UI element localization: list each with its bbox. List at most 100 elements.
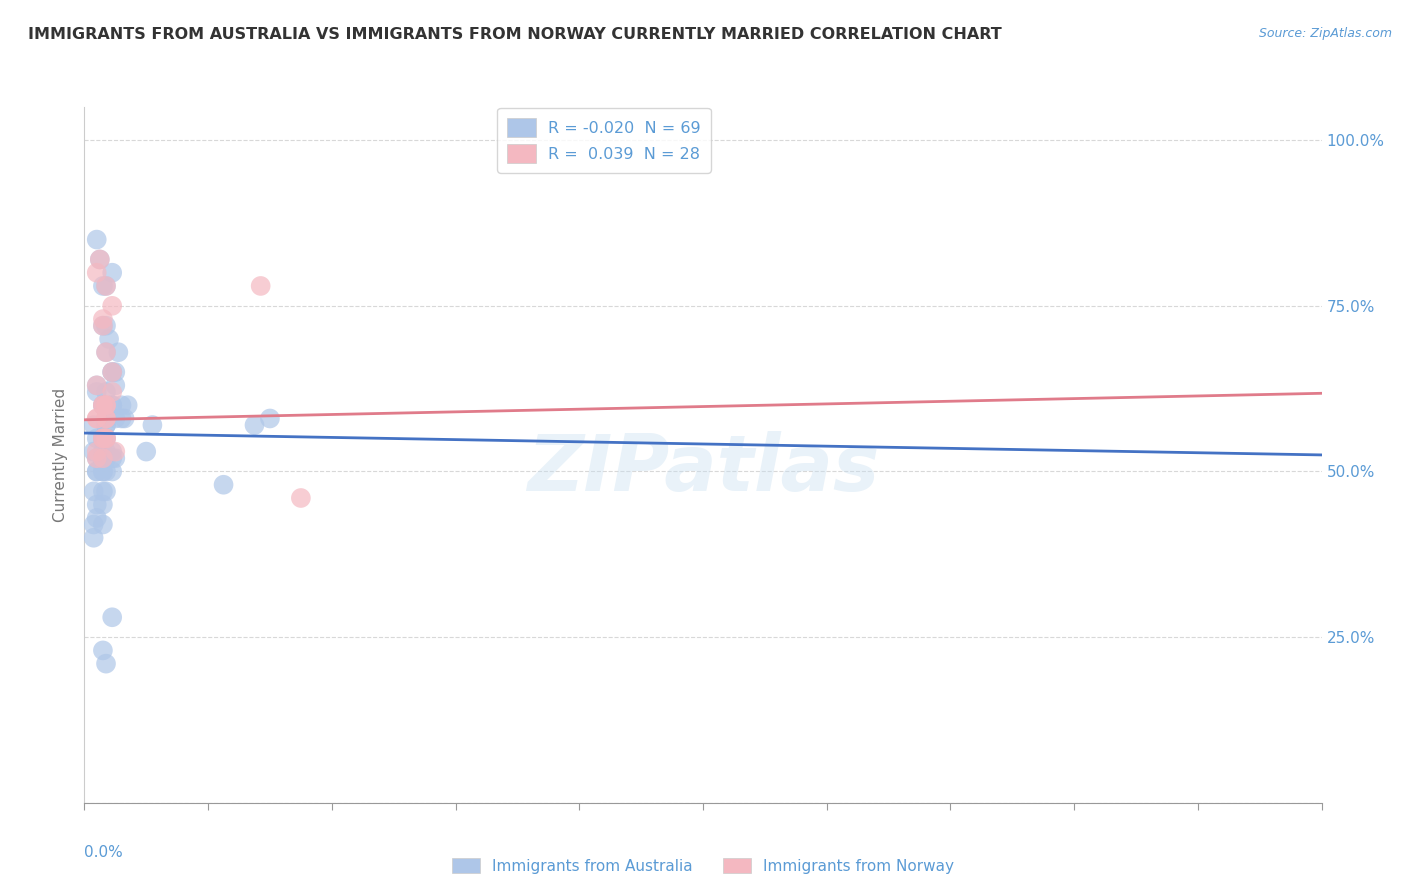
Point	[86, 511, 108, 525]
Point	[141, 418, 163, 433]
Point	[101, 365, 124, 379]
Point	[91, 398, 114, 412]
Point	[91, 431, 114, 445]
Point	[91, 451, 114, 466]
Point	[94, 465, 117, 479]
Point	[110, 411, 132, 425]
Point	[94, 398, 117, 412]
Point	[104, 378, 127, 392]
Point	[101, 444, 124, 458]
Point	[91, 431, 114, 445]
Point	[94, 411, 117, 425]
Point	[135, 444, 157, 458]
Point	[94, 398, 117, 412]
Point	[290, 491, 312, 505]
Point	[89, 252, 111, 267]
Text: 0.0%: 0.0%	[84, 845, 124, 860]
Point	[101, 398, 124, 412]
Point	[104, 444, 127, 458]
Point	[101, 266, 124, 280]
Point	[91, 444, 114, 458]
Point	[91, 398, 114, 412]
Point	[94, 431, 117, 445]
Point	[94, 345, 117, 359]
Point	[91, 318, 114, 333]
Y-axis label: Currently Married: Currently Married	[53, 388, 69, 522]
Point	[86, 378, 108, 392]
Point	[94, 279, 117, 293]
Point	[94, 411, 117, 425]
Point	[91, 484, 114, 499]
Point	[91, 279, 114, 293]
Point	[86, 378, 108, 392]
Point	[104, 365, 127, 379]
Point	[91, 498, 114, 512]
Point	[91, 431, 114, 445]
Text: Source: ZipAtlas.com: Source: ZipAtlas.com	[1258, 27, 1392, 40]
Point	[117, 398, 139, 412]
Point	[94, 418, 117, 433]
Point	[91, 465, 114, 479]
Legend: Immigrants from Australia, Immigrants from Norway: Immigrants from Australia, Immigrants fr…	[446, 852, 960, 880]
Point	[86, 465, 108, 479]
Point	[91, 398, 114, 412]
Point	[94, 657, 117, 671]
Point	[94, 345, 117, 359]
Point	[94, 318, 117, 333]
Point	[243, 418, 266, 433]
Point	[91, 451, 114, 466]
Point	[101, 384, 124, 399]
Point	[86, 266, 108, 280]
Point	[259, 411, 281, 425]
Point	[91, 431, 114, 445]
Point	[91, 451, 114, 466]
Point	[94, 444, 117, 458]
Text: IMMIGRANTS FROM AUSTRALIA VS IMMIGRANTS FROM NORWAY CURRENTLY MARRIED CORRELATIO: IMMIGRANTS FROM AUSTRALIA VS IMMIGRANTS …	[28, 27, 1002, 42]
Text: ZIPatlas: ZIPatlas	[527, 431, 879, 507]
Point	[94, 418, 117, 433]
Point	[91, 465, 114, 479]
Point	[83, 418, 105, 433]
Point	[83, 444, 105, 458]
Point	[104, 451, 127, 466]
Point	[86, 451, 108, 466]
Point	[94, 431, 117, 445]
Point	[101, 451, 124, 466]
Point	[91, 643, 114, 657]
Point	[83, 517, 105, 532]
Point	[83, 484, 105, 499]
Legend: R = -0.020  N = 69, R =  0.039  N = 28: R = -0.020 N = 69, R = 0.039 N = 28	[498, 108, 710, 172]
Point	[89, 252, 111, 267]
Point	[94, 451, 117, 466]
Point	[86, 444, 108, 458]
Point	[94, 451, 117, 466]
Point	[86, 498, 108, 512]
Point	[107, 345, 129, 359]
Point	[114, 411, 136, 425]
Point	[101, 465, 124, 479]
Point	[91, 398, 114, 412]
Point	[101, 365, 124, 379]
Point	[86, 431, 108, 445]
Point	[86, 451, 108, 466]
Point	[101, 299, 124, 313]
Point	[249, 279, 271, 293]
Point	[91, 517, 114, 532]
Point	[86, 411, 108, 425]
Point	[94, 279, 117, 293]
Point	[86, 411, 108, 425]
Point	[86, 233, 108, 247]
Point	[94, 384, 117, 399]
Point	[91, 312, 114, 326]
Point	[91, 318, 114, 333]
Point	[94, 431, 117, 445]
Point	[110, 398, 132, 412]
Point	[94, 484, 117, 499]
Point	[101, 610, 124, 624]
Point	[101, 398, 124, 412]
Point	[94, 451, 117, 466]
Point	[98, 332, 121, 346]
Point	[104, 411, 127, 425]
Point	[212, 477, 235, 491]
Point	[86, 465, 108, 479]
